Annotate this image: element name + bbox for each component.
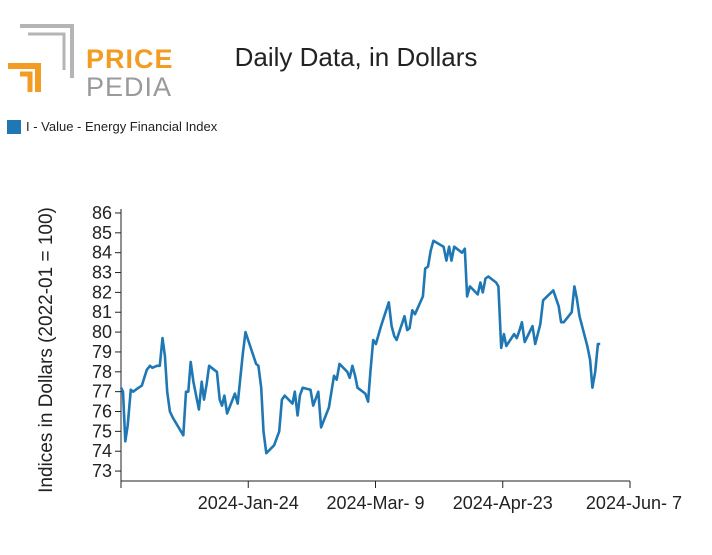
legend-label: I - Value - Energy Financial Index	[26, 119, 218, 134]
y-tick-label: 86	[92, 203, 112, 223]
logo-grey-bracket	[20, 24, 74, 78]
y-tick-label: 78	[92, 362, 112, 382]
series-group	[119, 239, 601, 455]
series-line	[119, 239, 601, 455]
x-tick-label: 2024-Jun- 7	[586, 493, 682, 513]
y-tick-label: 75	[92, 421, 112, 441]
logo-orange-bracket-inner	[20, 71, 33, 92]
y-axis-title: Indices in Dollars (2022-01 = 100)	[36, 207, 57, 493]
y-tick-label: 79	[92, 342, 112, 362]
y-tick-label: 81	[92, 302, 112, 322]
pricepedia-logo: PRICE PEDIA	[8, 22, 173, 101]
chart-title: Daily Data, in Dollars	[234, 42, 478, 72]
logo-wordmark: PRICE PEDIA	[86, 46, 174, 101]
logo-mark-icon	[8, 24, 74, 92]
y-tick-label: 84	[92, 243, 112, 263]
y-tick-label: 85	[92, 223, 112, 243]
legend-swatch	[7, 119, 21, 134]
y-tick-label: 83	[92, 263, 112, 283]
x-tick-label: 2024-Jan-24	[198, 493, 299, 513]
x-tick-label: 2024-Mar- 9	[326, 493, 424, 513]
x-axis: 2024-Jan-24 2024-Mar- 9 2024-Apr-23 2024-Ju…	[120, 480, 682, 513]
y-tick-label: 82	[92, 282, 112, 302]
logo-price-text: PRICE	[86, 44, 174, 74]
legend[interactable]: I - Value - Energy Financial Index	[7, 119, 217, 134]
logo-pedia-text: PEDIA	[86, 72, 173, 102]
logo-grey-bracket-inner	[28, 32, 66, 70]
x-tick-label: 2024-Apr-23	[453, 493, 553, 513]
y-tick-label: 73	[92, 461, 112, 481]
y-tick-label: 74	[92, 441, 112, 461]
y-tick-label: 76	[92, 402, 112, 422]
logo-orange-bracket	[8, 63, 41, 92]
y-tick-label: 80	[92, 322, 112, 342]
y-tick-label: 77	[92, 382, 112, 402]
